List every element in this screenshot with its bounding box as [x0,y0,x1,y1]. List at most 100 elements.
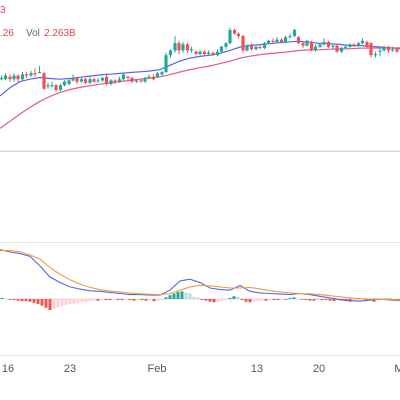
histogram-bar-0 [0,297,4,299]
histogram-bar-30 [120,299,124,301]
candle-26 [109,79,113,86]
histogram-bar-88 [352,299,356,302]
candle-body [177,43,181,51]
candle-body [356,43,361,46]
histogram-bar-44 [176,291,180,299]
candle-53 [224,42,228,50]
histogram-bar-55 [220,299,224,301]
histogram-bar-1 [4,298,8,300]
histogram-bar-76 [304,299,308,301]
candle-body [29,73,33,76]
candle-body [335,45,339,52]
histogram-bar-74 [296,298,300,300]
candle-40 [168,49,173,58]
candle-27 [113,79,117,84]
histogram-bar-19 [76,299,80,303]
candle-body [8,76,12,80]
candle-90 [382,45,386,52]
candle-35 [147,74,151,80]
candle-body [173,43,177,51]
histogram-bar-24 [96,299,100,301]
candle-66 [279,38,284,44]
candle-body [67,80,71,84]
candle-62 [262,42,267,50]
candle-31 [130,76,134,83]
histogram-bar-6 [24,299,28,302]
candle-body [318,44,322,47]
candle-body [228,30,232,44]
histogram-bar-33 [132,299,136,301]
candle-body [0,78,4,80]
candle-36 [151,74,156,81]
candle-body [339,48,344,52]
candle-body [373,54,378,56]
candle-50 [211,51,215,57]
info-text-3: 2.263B [44,28,76,39]
histogram-bar-96 [384,298,388,300]
candle-33 [139,79,143,83]
candle-body [168,50,173,56]
candle-44 [185,43,190,53]
histogram-bar-64 [256,299,260,302]
candle-81 [343,45,348,50]
histogram-bar-40 [160,299,164,301]
candle-body [92,79,96,82]
candle-15 [62,80,67,87]
candle-body [181,44,185,51]
x-tick-label-5: M [394,363,400,375]
candle-23 [96,78,100,83]
candle-body [88,79,92,83]
candle-body [121,74,126,80]
candle-49 [206,50,211,56]
histogram-bar-57 [228,297,232,299]
candle-75 [318,43,322,48]
candle-body [160,72,164,75]
candle-body [134,80,139,82]
candle-1 [3,73,8,81]
candle-body [292,30,297,36]
histogram-bar-97 [388,298,392,300]
candle-body [288,36,292,38]
histogram-bar-47 [188,293,192,299]
histogram-bar-31 [124,299,128,300]
candle-body [42,73,46,89]
candle-25 [104,73,109,86]
candle-47 [198,50,202,56]
candle-body [100,78,105,81]
candle-32 [134,79,139,83]
candle-body [378,50,382,52]
candle-70 [296,36,301,45]
candle-22 [92,78,96,83]
candle-0 [0,75,4,81]
histogram-bar-2 [8,299,12,300]
candle-57 [241,34,245,53]
candle-29 [121,73,126,81]
histogram-bar-28 [112,299,116,300]
candle-body [164,55,168,72]
candle-73 [309,40,314,52]
histogram-bar-51 [204,299,208,301]
histogram-bar-89 [356,299,360,301]
histogram-bar-42 [168,295,172,299]
candle-76 [322,38,326,46]
histogram-bar-9 [36,299,40,304]
histogram-bar-68 [272,299,276,301]
histogram-bar-67 [268,299,272,301]
candle-body [254,46,258,50]
info-text-1: .26 [0,28,14,39]
candle-10 [42,72,46,90]
info-text-2: Vol [26,28,40,39]
candle-88 [373,51,378,58]
histogram-bar-29 [116,299,120,301]
histogram-bar-99 [396,299,400,300]
candle-body [395,49,399,52]
candle-92 [390,46,395,52]
macd-lines [0,248,400,302]
histogram-bar-52 [208,299,212,302]
candle-body [326,42,331,47]
candle-body [322,42,326,45]
candle-body [224,43,228,47]
macd-line-1 [0,250,400,301]
